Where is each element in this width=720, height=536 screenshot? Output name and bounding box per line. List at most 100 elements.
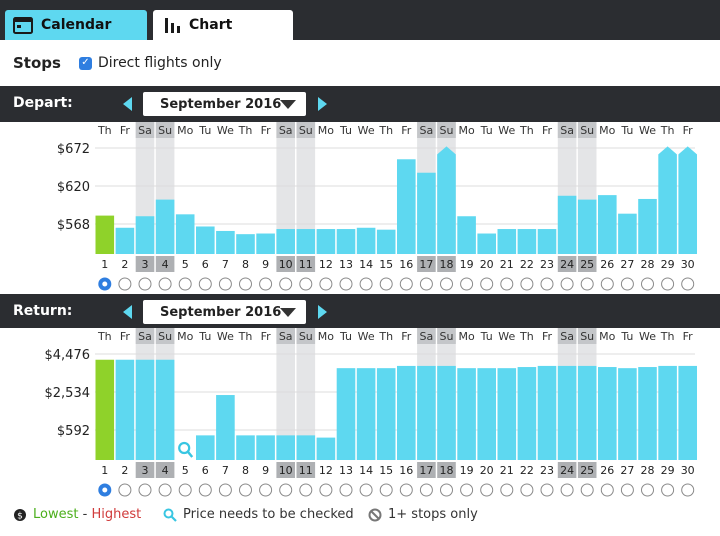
depart-day-radio[interactable] (620, 277, 634, 291)
return-prev-month-button[interactable] (123, 305, 132, 319)
depart-bar[interactable] (678, 146, 697, 254)
return-bar[interactable] (276, 435, 295, 460)
depart-day-radio[interactable] (138, 277, 152, 291)
return-bar[interactable] (236, 435, 255, 460)
depart-day-radio[interactable] (259, 277, 273, 291)
depart-month-select[interactable]: September 2016 (143, 92, 306, 116)
return-bar[interactable] (356, 368, 376, 460)
tab-chart[interactable]: Chart (153, 10, 293, 40)
depart-bar[interactable] (497, 229, 517, 254)
depart-bar[interactable] (196, 226, 215, 254)
return-day-radio[interactable] (641, 483, 654, 497)
depart-day-radio[interactable] (319, 277, 333, 291)
return-bar[interactable] (477, 368, 496, 460)
return-bar[interactable] (256, 435, 275, 460)
depart-bar[interactable] (115, 227, 135, 254)
depart-bar[interactable] (537, 229, 557, 254)
tab-calendar[interactable]: Calendar (5, 10, 147, 40)
depart-day-radio[interactable] (600, 277, 614, 291)
depart-bar[interactable] (276, 229, 295, 254)
depart-day-radio[interactable] (379, 277, 393, 291)
depart-day-radio[interactable] (178, 277, 192, 291)
depart-day-radio[interactable] (560, 277, 574, 291)
return-day-radio[interactable] (440, 483, 453, 497)
return-bar[interactable] (577, 365, 597, 460)
return-day-radio[interactable] (299, 483, 313, 497)
return-day-radio[interactable] (600, 483, 614, 497)
depart-bar[interactable] (598, 195, 617, 254)
return-day-radio[interactable] (620, 483, 634, 497)
depart-day-radio[interactable] (359, 277, 373, 291)
return-day-radio[interactable] (359, 483, 373, 497)
depart-day-radio[interactable] (540, 277, 554, 291)
depart-day-radio[interactable] (118, 277, 132, 291)
depart-day-radio[interactable] (460, 277, 474, 291)
return-bar[interactable] (316, 437, 336, 460)
depart-day-radio[interactable] (520, 277, 534, 291)
depart-prev-month-button[interactable] (123, 97, 132, 111)
return-bar[interactable] (155, 359, 175, 460)
return-day-radio[interactable] (198, 483, 212, 497)
depart-day-radio[interactable] (500, 277, 514, 291)
depart-day-radio[interactable] (158, 277, 172, 291)
depart-bar[interactable] (417, 172, 436, 254)
return-day-radio[interactable] (259, 483, 273, 497)
depart-day-radio[interactable] (661, 277, 675, 291)
depart-day-radio[interactable] (399, 277, 413, 291)
depart-bar[interactable] (376, 229, 396, 254)
direct-flights-label[interactable]: Direct flights only (97, 55, 222, 71)
depart-bar[interactable] (216, 230, 235, 254)
return-day-radio[interactable] (399, 483, 413, 497)
depart-bar[interactable] (95, 215, 115, 254)
return-next-month-button[interactable] (318, 305, 327, 319)
return-day-radio[interactable] (520, 483, 534, 497)
return-day-radio[interactable] (339, 483, 353, 497)
return-bar[interactable] (497, 368, 517, 460)
return-day-radio[interactable] (379, 483, 393, 497)
return-bar[interactable] (135, 359, 155, 460)
depart-bar[interactable] (557, 195, 577, 254)
depart-bar[interactable] (577, 199, 597, 254)
return-day-radio[interactable] (460, 483, 474, 497)
depart-bar[interactable] (155, 199, 175, 254)
direct-flights-checkbox[interactable]: ✓ (78, 56, 92, 70)
depart-day-radio[interactable] (580, 277, 594, 291)
depart-bar[interactable] (437, 146, 456, 254)
depart-bar[interactable] (175, 214, 195, 254)
return-day-radio[interactable] (118, 483, 132, 497)
depart-next-month-button[interactable] (318, 97, 327, 111)
depart-bar[interactable] (457, 216, 476, 254)
depart-day-radio[interactable] (299, 277, 313, 291)
return-day-radio[interactable] (681, 483, 695, 497)
return-bar[interactable] (336, 368, 356, 460)
depart-day-radio[interactable] (239, 277, 252, 291)
depart-bar[interactable] (618, 213, 637, 254)
return-bar[interactable] (216, 395, 235, 460)
return-bar[interactable] (397, 365, 416, 460)
return-day-radio[interactable] (319, 483, 333, 497)
return-day-radio[interactable] (560, 483, 574, 497)
return-day-radio[interactable] (540, 483, 554, 497)
depart-bar[interactable] (256, 233, 275, 254)
return-bar[interactable] (598, 367, 617, 460)
depart-bar[interactable] (397, 159, 416, 254)
return-bar[interactable] (457, 368, 476, 460)
depart-day-radio[interactable] (641, 277, 654, 291)
depart-day-radio[interactable] (339, 277, 353, 291)
return-day-radio[interactable] (500, 483, 514, 497)
depart-bar[interactable] (658, 146, 677, 254)
return-bar[interactable] (196, 435, 215, 460)
depart-bar[interactable] (517, 229, 537, 254)
return-bar[interactable] (638, 367, 657, 460)
return-bar[interactable] (115, 359, 135, 460)
return-day-radio[interactable] (580, 483, 594, 497)
depart-bar[interactable] (316, 229, 336, 254)
depart-bar[interactable] (135, 216, 155, 254)
return-day-radio[interactable] (419, 483, 433, 497)
depart-day-radio[interactable] (419, 277, 433, 291)
depart-bar[interactable] (336, 229, 356, 254)
depart-day-radio[interactable] (279, 277, 293, 291)
return-bar[interactable] (376, 368, 396, 460)
return-bar[interactable] (417, 365, 436, 460)
return-bar[interactable] (537, 365, 557, 460)
